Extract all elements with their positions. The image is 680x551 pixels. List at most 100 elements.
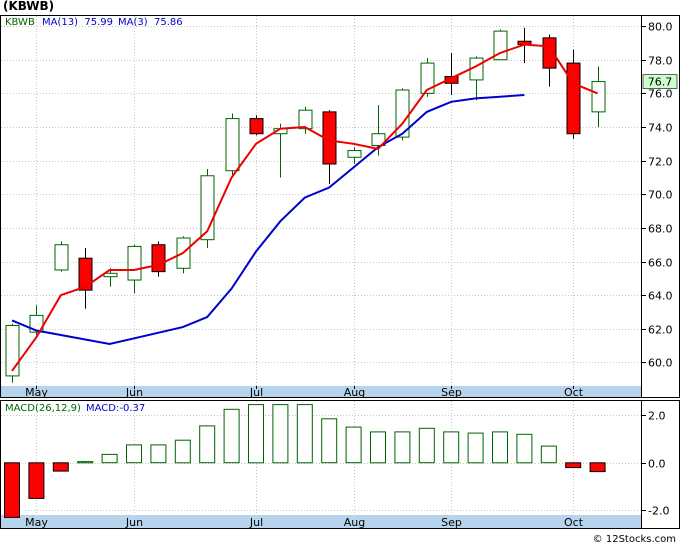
watermark: © 12Stocks.com [593,534,676,545]
current-price-tag-bg [642,74,678,89]
price-x-ticks: May Jun Jul Aug Sep Oct [25,386,584,399]
macd-bar [272,404,289,464]
price-y-tick-label: 64.0 [648,290,673,303]
current-price-tag-text: 76.7 [648,76,673,89]
macd-bar [565,462,582,469]
macd-bar [4,462,20,518]
legend-ma13: MA(13) 75.99 [42,17,113,28]
macd-bar [150,444,167,464]
macd-bar [126,444,142,464]
price-y-tick-label: 78.0 [648,55,673,68]
ma3-line [11,43,598,372]
price-y-tick-label: 74.0 [648,122,673,135]
price-y-tick-label: 80.0 [648,21,673,34]
candle [542,34,557,87]
macd-bar [52,462,69,472]
price-y-tick-label: 66.0 [648,257,673,270]
candle [103,268,118,287]
candle-body-down [249,118,264,135]
macd-panel: -2.0 0.0 2.0 May Jun Jul Aug Sep Oct MACD(26,12… [0,400,680,529]
macd-x-ticks: May Jun Jul Aug Sep Oct [25,516,584,529]
chart-title: (KBWB) [3,0,54,13]
macd-bar [492,431,508,464]
macd-bar [345,426,362,464]
price-y-tick-label: 72.0 [648,156,673,169]
price-y-tick-label: 68.0 [648,223,673,236]
candle-body-up [5,324,20,377]
macd-x-tick-label: Jul [249,516,263,529]
macd-legend-value: MACD:-0.37 [86,403,145,414]
macd-y-ticks: -2.0 0.0 2.0 [641,410,669,518]
macd-bar [101,453,118,464]
candle [249,115,264,136]
macd-bar [540,445,557,464]
macd-bar [223,408,240,464]
candle-body-up [29,314,44,333]
candle [298,106,313,134]
price-y-tick-label: 70.0 [648,189,673,202]
macd-bar [467,432,484,464]
macd-legend-label: MACD(26,12,9) [5,403,81,414]
macd-bar [174,439,191,464]
candle-body-up [298,109,313,130]
macd-x-tick-label: Oct [564,516,584,529]
price-grid [1,16,641,386]
candle [225,113,240,178]
candle [566,49,581,139]
candle [322,110,337,185]
macd-bar [199,425,216,464]
macd-axis-band [1,515,641,528]
price-x-tick-label: Oct [564,386,584,399]
macd-x-tick-label: Aug [344,516,365,529]
candle [151,241,166,277]
current-price-tag: 76.7 [642,74,678,89]
macd-bar [516,433,533,464]
macd-x-tick-label: Sep [441,516,462,529]
price-x-tick-label: Jun [125,386,143,399]
macd-bar [418,427,435,464]
candle-body-down [78,257,93,291]
candle [420,58,435,97]
macd-bar [77,461,94,464]
candle-body-up [103,272,118,278]
macd-bar [394,431,411,464]
candle-body-down [566,62,581,135]
legend-ma3: MA(3) 75.86 [118,17,183,28]
macd-x-tick-label: May [25,516,48,529]
price-y-ticks: 60.0 62.0 64.0 66.0 68.0 70.0 72.0 74.0 76.0 78.0… [641,21,673,370]
macd-x-tick-label: Jun [125,516,143,529]
candle-body-up [420,62,435,94]
candle [347,147,362,164]
macd-bars [4,404,606,518]
price-y-tick-label: 60.0 [648,357,673,370]
price-x-tick-label: Sep [441,386,462,399]
candle [54,241,69,272]
candle [444,53,459,96]
candle-body-up [371,133,386,147]
price-x-tick-label: Aug [344,386,365,399]
candle-body-up [127,245,142,281]
macd-bar [248,404,264,464]
price-panel: 60.0 62.0 64.0 66.0 68.0 70.0 72.0 74.0 76.0 78.0… [0,15,680,399]
candle-body-up [225,118,240,172]
candle-body-down [151,244,166,273]
legend-ticker: KBWB [5,17,35,28]
macd-bar [443,431,460,464]
candles [5,27,606,383]
candle-body-up [347,150,362,158]
price-axis-band [1,386,641,397]
candle [395,88,410,141]
price-x-tick-label: Jul [249,386,263,399]
macd-y-tick-label: -2.0 [648,505,669,518]
price-y-tick-label: 62.0 [648,324,673,337]
candle-body-down [444,76,459,84]
candle [78,248,93,309]
macd-y-tick-label: 2.0 [648,410,666,423]
macd-bar [28,462,45,499]
candle-body-up [54,244,69,271]
price-x-tick-label: May [25,386,48,399]
price-y-tick-label: 76.0 [648,88,673,101]
candle-body-up [591,81,606,113]
